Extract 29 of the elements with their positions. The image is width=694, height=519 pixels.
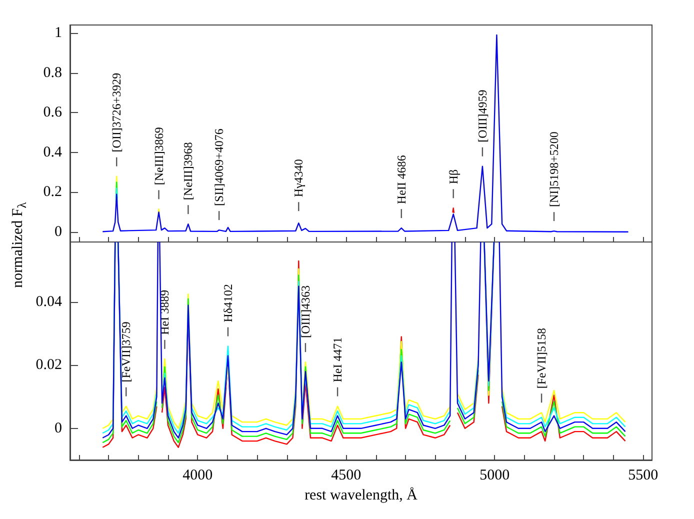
annotation: [FeVII]3759 bbox=[119, 322, 134, 382]
y-tick-label: 0.2 bbox=[43, 184, 62, 200]
x-tick-label: 4500 bbox=[331, 468, 362, 484]
annotation: [NI]5198+5200 bbox=[547, 132, 562, 208]
y-tick-label: 1 bbox=[54, 24, 62, 41]
annotation: [NeIII]3968 bbox=[181, 142, 196, 200]
x-tick-label: 5000 bbox=[480, 468, 510, 484]
annotation: [OIII]4959 bbox=[475, 90, 490, 142]
annotation: [SII]4069+4076 bbox=[212, 128, 226, 206]
y-tick-label: 0.8 bbox=[43, 64, 62, 81]
y-tick-label: 0.04 bbox=[36, 294, 62, 310]
y-tick-label: 0 bbox=[54, 420, 62, 436]
annotation: HeII 4686 bbox=[394, 155, 408, 204]
annotation: [OII]3726+3929 bbox=[110, 72, 124, 152]
annotation: [FeVII]5158 bbox=[534, 328, 549, 389]
x-tick-label: 4000 bbox=[182, 468, 213, 484]
line-series bbox=[102, 34, 629, 232]
y-tick-label: 0.4 bbox=[43, 144, 62, 160]
annotation: HeI 4471 bbox=[330, 337, 345, 382]
x-axis-title: rest wavelength, Å bbox=[304, 486, 418, 504]
y-tick-label: 0 bbox=[54, 224, 62, 240]
y-tick-label: 0.02 bbox=[36, 357, 62, 374]
annotation: Hδ4102 bbox=[220, 284, 235, 322]
y-tick-label: 0.6 bbox=[43, 104, 62, 121]
annotation: [NeIII]3869 bbox=[152, 127, 166, 186]
annotation: [OIII]4363 bbox=[298, 285, 312, 338]
x-tick-label: 5500 bbox=[628, 468, 658, 484]
annotation: Hγ4340 bbox=[292, 159, 306, 198]
annotation: Hβ bbox=[446, 169, 460, 184]
